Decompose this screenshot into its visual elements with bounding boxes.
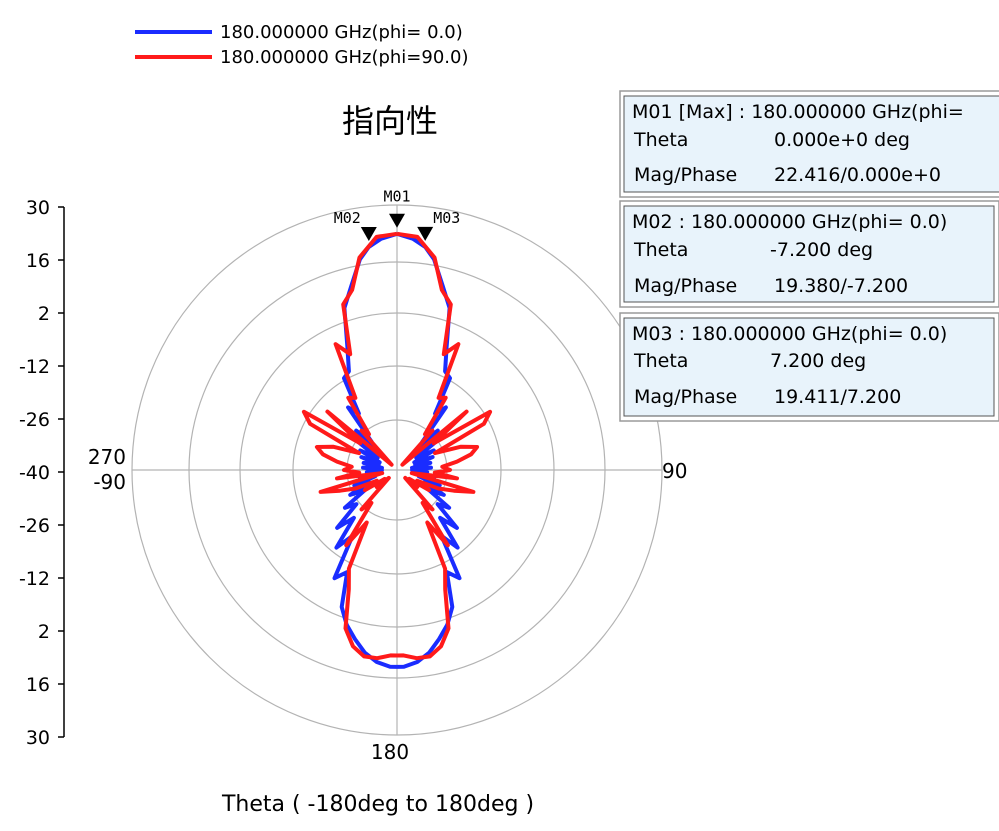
angle-label-bottom: 180	[371, 740, 409, 764]
radial-tick-label: -26	[19, 515, 50, 537]
legend-label-phi0: 180.000000 GHz(phi= 0.0)	[220, 22, 463, 43]
marker-m01-triangle	[389, 213, 405, 228]
marker-box-m02-header: M02 : 180.000000 GHz(phi= 0.0)	[632, 211, 947, 233]
legend: 180.000000 GHz(phi= 0.0) 180.000000 GHz(…	[135, 22, 468, 68]
radial-tick-label: 30	[26, 727, 50, 749]
radial-tick-label: 16	[26, 674, 50, 696]
radial-tick-label: -26	[19, 409, 50, 431]
radial-tick-label: -40	[19, 462, 50, 484]
marker-box-m01: M01 [Max] : 180.000000 GHz(phi= Theta 0.…	[619, 90, 999, 198]
marker-box-m03-panel	[623, 317, 995, 417]
marker-m02-label: M02	[334, 209, 361, 227]
marker-box-m03-header: M03 : 180.000000 GHz(phi= 0.0)	[632, 323, 947, 345]
marker-box-m01-panel	[623, 95, 999, 193]
marker-m03-triangle	[417, 226, 434, 241]
marker-box-m02-mag-value: 19.380/-7.200	[774, 275, 908, 297]
marker-m01-label: M01	[383, 188, 410, 206]
angle-label-right: 90	[662, 459, 687, 483]
marker-box-m03: M03 : 180.000000 GHz(phi= 0.0) Theta 7.2…	[619, 312, 999, 422]
marker-box-m03-theta-label: Theta	[633, 350, 688, 372]
marker-box-m02-panel	[623, 205, 995, 303]
marker-box-m03-mag-value: 19.411/7.200	[774, 386, 901, 408]
chart-title: 指向性	[342, 102, 438, 140]
marker-box-m03-mag-label: Mag/Phase	[634, 386, 737, 408]
marker-box-m02-mag-label: Mag/Phase	[634, 275, 737, 297]
marker-box-m01-mag-value: 22.416/0.000e+0	[774, 164, 941, 186]
marker-box-m01-header: M01 [Max] : 180.000000 GHz(phi=	[632, 101, 964, 123]
marker-box-m01-theta-label: Theta	[633, 129, 688, 151]
radial-axis: 30 16 2 -12 -26 -40 -26 -12 2 16 30	[19, 197, 65, 749]
legend-label-phi90: 180.000000 GHz(phi=90.0)	[220, 47, 468, 68]
polar-grid	[131, 204, 663, 736]
marker-box-m03-theta-value: 7.200 deg	[770, 350, 866, 372]
radial-tick-label: -12	[19, 356, 50, 378]
x-axis-label: Theta ( -180deg to 180deg )	[221, 792, 534, 817]
series-line-phi90	[301, 231, 493, 661]
angle-label-left-lower: -90	[93, 470, 126, 494]
marker-m02-triangle	[360, 226, 377, 241]
marker-box-m02: M02 : 180.000000 GHz(phi= 0.0) Theta -7.…	[619, 200, 999, 308]
radial-tick-label: -12	[19, 568, 50, 590]
angle-label-left-upper: 270	[88, 445, 126, 469]
radial-tick-label: 2	[38, 303, 50, 325]
marker-box-m02-theta-value: -7.200 deg	[770, 239, 873, 261]
marker-box-m01-theta-value: 0.000e+0 deg	[774, 129, 910, 151]
series-layer	[301, 231, 493, 669]
radial-tick-label: 30	[26, 197, 50, 219]
marker-m03-label: M03	[433, 209, 460, 227]
marker-box-m01-mag-label: Mag/Phase	[634, 164, 737, 186]
marker-box-m02-theta-label: Theta	[633, 239, 688, 261]
series-line-phi0	[332, 231, 462, 669]
radial-tick-label: 2	[38, 621, 50, 643]
radial-tick-label: 16	[26, 250, 50, 272]
marker-layer: M01 M02 M03	[334, 188, 460, 241]
